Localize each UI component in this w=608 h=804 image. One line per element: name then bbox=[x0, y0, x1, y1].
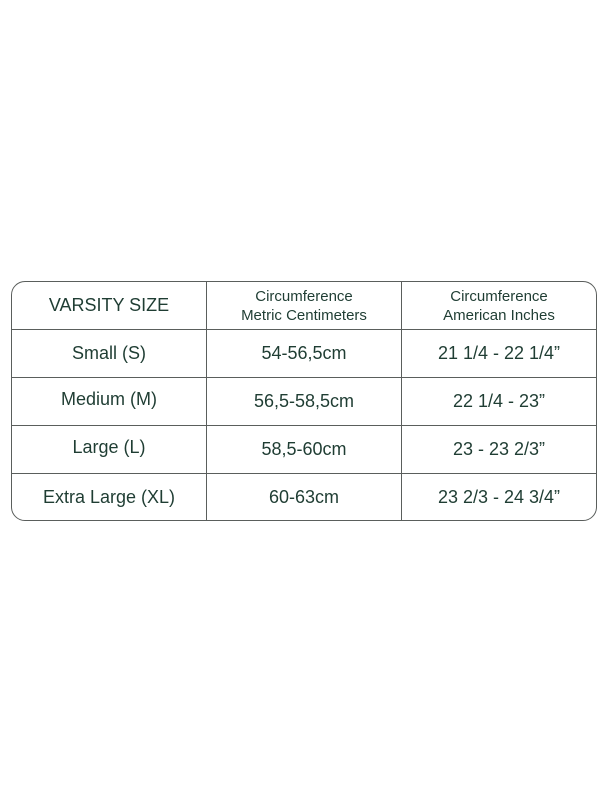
size-chart-table: VARSITY SIZE Circumference Metric Centime… bbox=[11, 281, 597, 521]
header-varsity-size: VARSITY SIZE bbox=[12, 282, 207, 330]
size-cell: Medium (M) bbox=[12, 378, 207, 426]
inches-cell: 23 2/3 - 24 3/4” bbox=[437, 486, 561, 507]
header-american: Circumference American Inches bbox=[402, 282, 596, 330]
inches-cell: 22 1/4 - 23” bbox=[402, 378, 596, 426]
header-line2: American Inches bbox=[443, 306, 555, 324]
metric-cell: 58,5-60cm bbox=[207, 426, 402, 474]
inches-cell: 23 - 23 2/3” bbox=[402, 426, 596, 474]
size-cell: Extra Large (XL) bbox=[12, 474, 207, 520]
metric-cell: 60-63cm bbox=[207, 474, 402, 520]
header-line1: Circumference bbox=[255, 287, 353, 305]
size-cell: Large (L) bbox=[12, 426, 207, 474]
header-text: VARSITY SIZE bbox=[48, 295, 170, 315]
metric-cell: 56,5-58,5cm bbox=[207, 378, 402, 426]
header-line1: Circumference bbox=[450, 287, 548, 305]
inches-cell: 21 1/4 - 22 1/4” bbox=[402, 330, 596, 378]
metric-cell: 54-56,5cm bbox=[207, 330, 402, 378]
size-cell: Small (S) bbox=[12, 330, 207, 378]
header-line2: Metric Centimeters bbox=[241, 306, 367, 324]
header-metric: Circumference Metric Centimeters bbox=[207, 282, 402, 330]
